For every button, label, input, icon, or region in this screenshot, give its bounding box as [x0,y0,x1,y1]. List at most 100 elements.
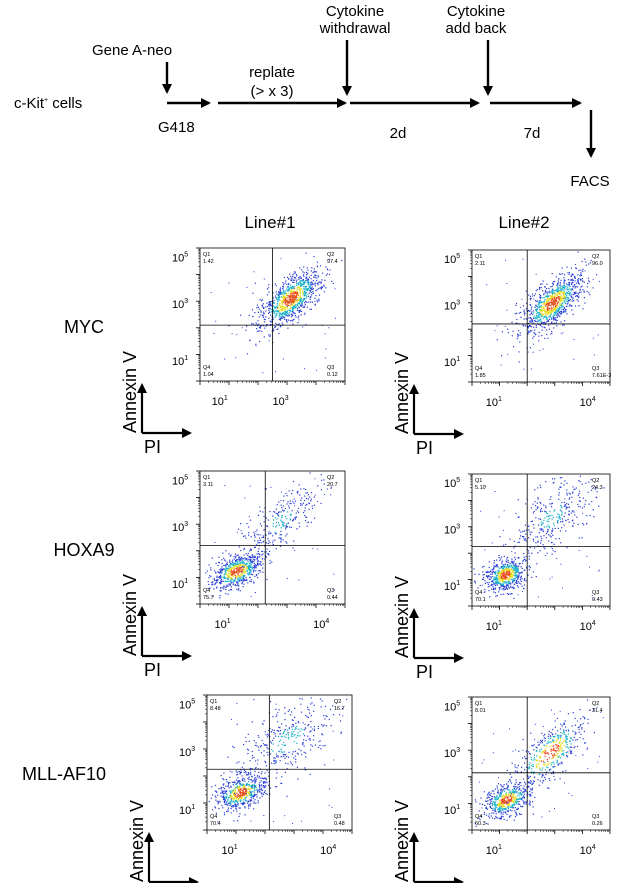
event-dot [290,714,292,716]
event-dot [572,519,574,521]
event-dot [215,580,217,582]
quadrant-q2-name: Q2 [592,478,599,484]
event-dot [291,311,294,313]
event-dot [560,304,562,306]
event-dot [262,311,265,313]
event-dot [291,298,293,300]
event-dot [573,286,575,288]
event-dot [499,589,501,591]
event-dot [248,526,250,528]
event-dot [282,753,285,755]
event-dot [569,304,571,306]
event-dot [250,595,252,597]
event-dot [249,555,251,558]
event-dot [542,529,544,531]
event-dot [553,293,555,295]
event-dot [292,310,294,312]
event-dot [262,550,264,553]
event-dot [301,504,303,506]
event-dot [507,593,510,595]
event-dot [563,298,565,300]
event-dot [564,298,566,300]
event-dot [246,325,248,327]
event-dot [218,788,220,790]
event-dot [302,293,304,295]
event-dot [280,500,282,501]
event-dot [272,341,274,343]
event-dot [285,313,287,315]
event-dot [236,785,238,787]
event-dot [574,280,576,282]
event-dot [243,799,245,801]
event-dot [249,485,251,487]
event-dot [555,300,557,302]
event-dot [502,574,504,576]
event-dot [572,298,574,300]
event-dot [507,568,509,570]
event-dot [226,563,228,565]
event-dot [559,285,561,287]
event-dot [515,581,517,583]
event-dot [262,793,265,795]
event-dot [500,577,503,579]
event-dot [598,505,600,507]
event-dot [238,797,241,800]
event-dot [293,757,295,759]
event-dot [508,573,510,575]
event-dot [574,277,576,279]
event-dot [306,706,309,708]
event-dot [256,775,259,777]
event-dot [240,579,242,582]
event-dot [535,304,537,306]
event-dot [539,294,541,296]
event-dot [210,797,212,799]
event-dot [320,474,322,476]
event-dot [280,511,282,513]
event-dot [547,320,549,322]
event-dot [565,508,567,510]
event-dot [551,330,553,333]
event-dot [256,575,258,577]
event-dot [574,488,576,490]
event-dot [550,496,552,498]
event-dot [544,289,547,292]
event-dot [324,705,327,707]
event-dot [233,562,235,564]
event-dot [263,750,265,752]
event-dot [579,481,581,483]
event-dot [272,750,274,752]
event-dot [539,306,541,308]
event-dot [549,515,551,517]
event-dot [549,298,551,300]
event-dot [244,796,246,798]
event-dot [588,281,590,283]
event-dot [315,295,317,297]
event-dot [564,295,566,297]
event-dot [295,306,297,308]
event-dot [226,781,228,783]
event-dot [539,484,541,486]
event-dot [590,259,592,262]
event-dot [263,336,265,338]
event-dot [283,525,285,527]
event-dot [586,290,588,293]
event-dot [282,288,284,290]
event-dot [253,562,255,564]
event-dot [314,303,316,305]
event-dot [552,311,554,313]
event-dot [541,314,543,316]
event-dot [552,315,554,317]
event-dot [224,803,226,805]
event-dot [484,549,486,551]
event-dot [314,297,316,299]
event-dot [514,575,516,577]
event-dot [238,780,240,782]
event-dot [217,571,219,573]
event-dot [294,287,296,289]
event-dot [543,296,545,299]
event-dot [288,302,290,304]
event-dot [273,729,275,731]
event-dot [304,519,307,522]
event-dot [528,537,530,539]
event-dot [302,511,305,514]
